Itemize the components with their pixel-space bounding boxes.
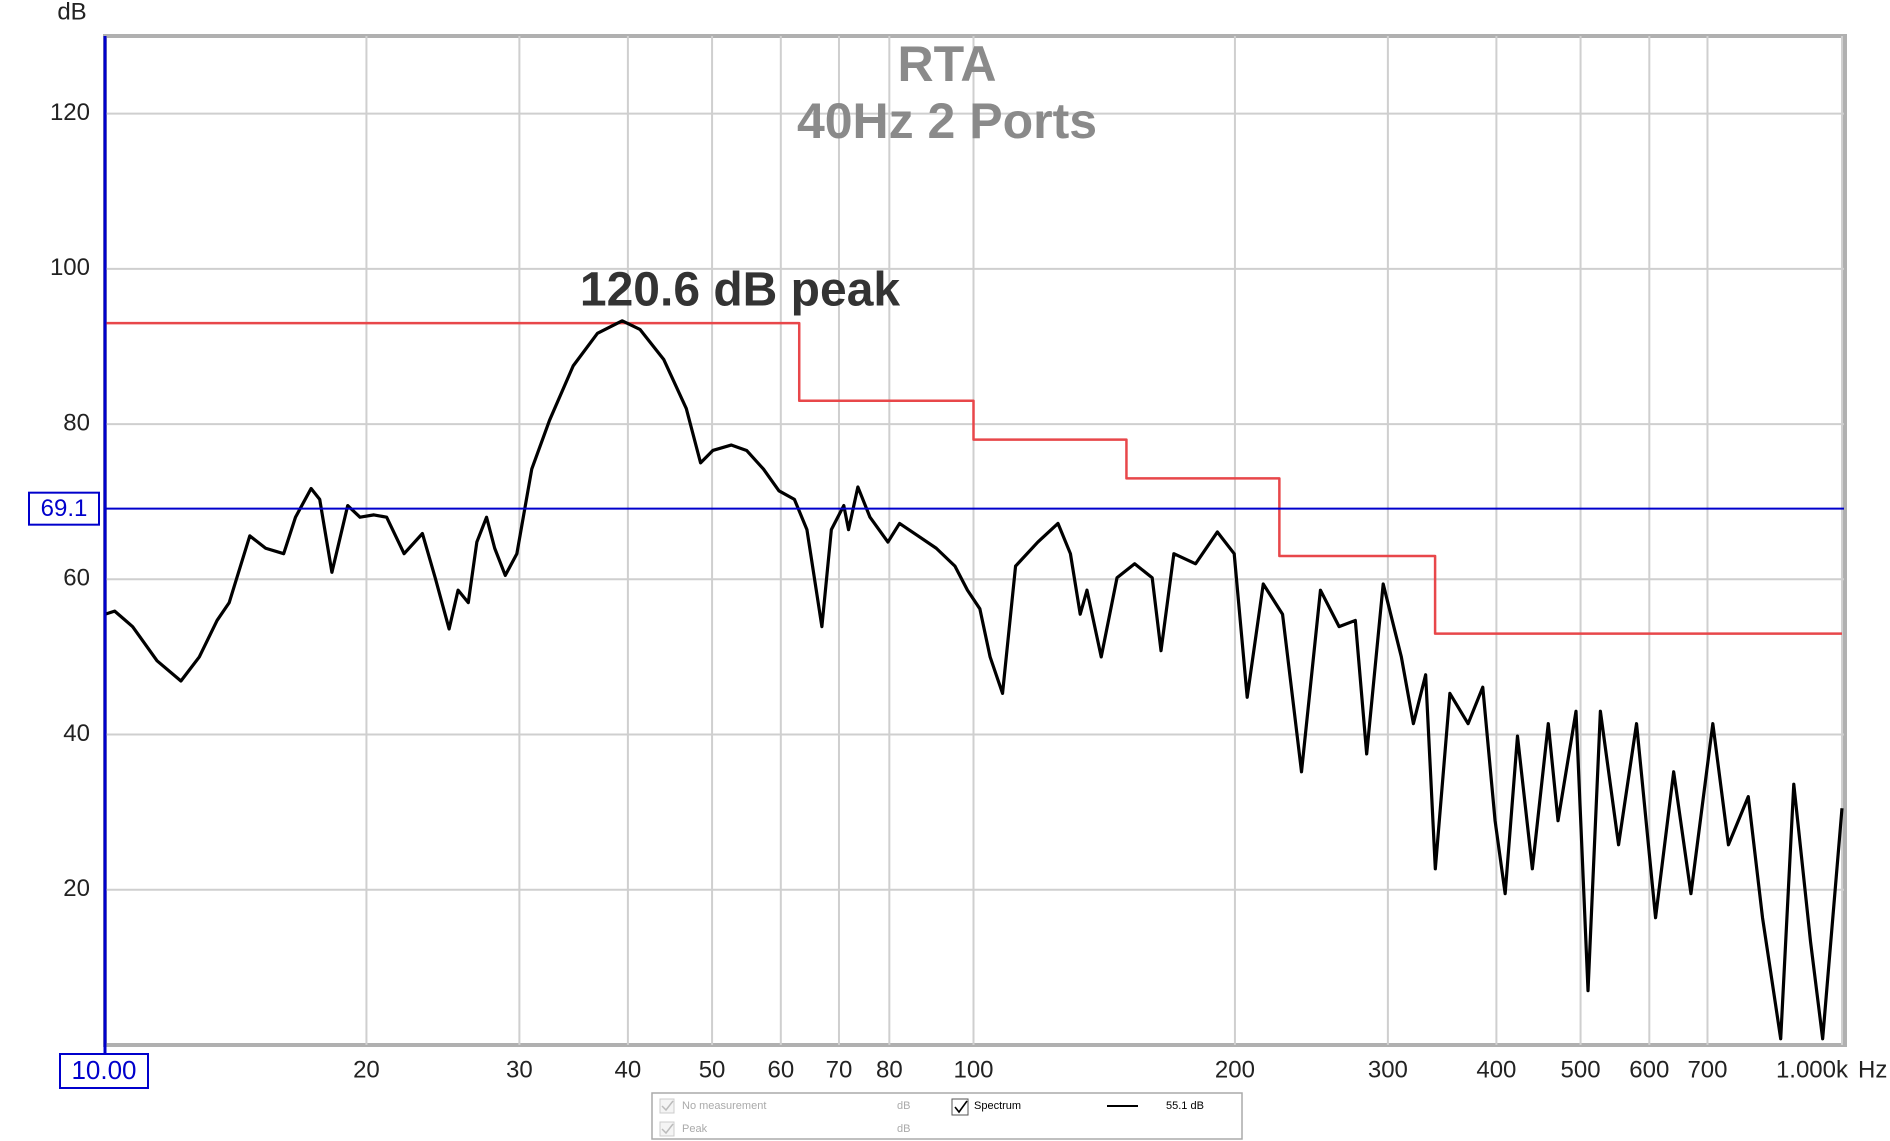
checkbox[interactable] — [659, 1098, 675, 1114]
legend-unit: dB — [897, 1123, 910, 1135]
y-tick-label: 120 — [50, 99, 90, 126]
x-tick-label: 100 — [953, 1056, 993, 1083]
x-tick-label: 700 — [1687, 1056, 1727, 1083]
cursor-y-label: 69.1 — [41, 495, 88, 522]
checkbox[interactable] — [659, 1121, 675, 1137]
x-tick-label: 50 — [699, 1056, 726, 1083]
y-axis-label: dB — [57, 0, 86, 25]
x-tick-label: 60 — [767, 1056, 794, 1083]
cursor-x-label: 10.00 — [71, 1055, 136, 1085]
x-tick-label: 70 — [826, 1056, 853, 1083]
y-tick-label: 80 — [63, 409, 90, 436]
spectrum-line — [104, 319, 1844, 1041]
y-tick-label: 40 — [63, 720, 90, 747]
legend-readout: 55.1 dB — [1166, 1100, 1204, 1112]
legend-label: Spectrum — [974, 1100, 1021, 1112]
legend-label: Peak — [682, 1123, 708, 1135]
x-axis-label: Hz — [1858, 1056, 1887, 1083]
check — [661, 1100, 674, 1112]
chart-subtitle: 40Hz 2 Ports — [797, 93, 1097, 149]
y-tick-label: 20 — [63, 875, 90, 902]
x-tick-label: 400 — [1476, 1056, 1516, 1083]
x-tick-label: 80 — [876, 1056, 903, 1083]
x-tick-label: 500 — [1561, 1056, 1601, 1083]
legend-panel: No measurement dB Peak dB Spectrum 55.1 … — [651, 1092, 1243, 1140]
x-tick-label: 600 — [1629, 1056, 1669, 1083]
legend-box — [651, 1092, 1243, 1140]
plot-frame — [103, 34, 1847, 1047]
y-tick-label: 60 — [63, 565, 90, 592]
legend-unit: dB — [897, 1100, 910, 1112]
x-tick-label: 1.000k — [1776, 1056, 1849, 1083]
x-tick-label: 40 — [615, 1056, 642, 1083]
cursor-label-box — [59, 1053, 149, 1089]
chart-title: RTA — [897, 36, 996, 92]
x-tick-label: 300 — [1368, 1056, 1408, 1083]
peak-annotation: 120.6 dB peak — [580, 264, 900, 317]
x-tick-label: 30 — [506, 1056, 533, 1083]
checkbox[interactable] — [951, 1098, 969, 1116]
x-tick-label: 200 — [1215, 1056, 1255, 1083]
cursor-label-box — [28, 491, 100, 526]
legend-label: No measurement — [682, 1100, 766, 1112]
x-tick-label: 20 — [353, 1056, 380, 1083]
step-line — [105, 321, 1842, 635]
y-tick-label: 100 — [50, 254, 90, 281]
check — [661, 1123, 674, 1135]
check — [954, 1100, 968, 1114]
